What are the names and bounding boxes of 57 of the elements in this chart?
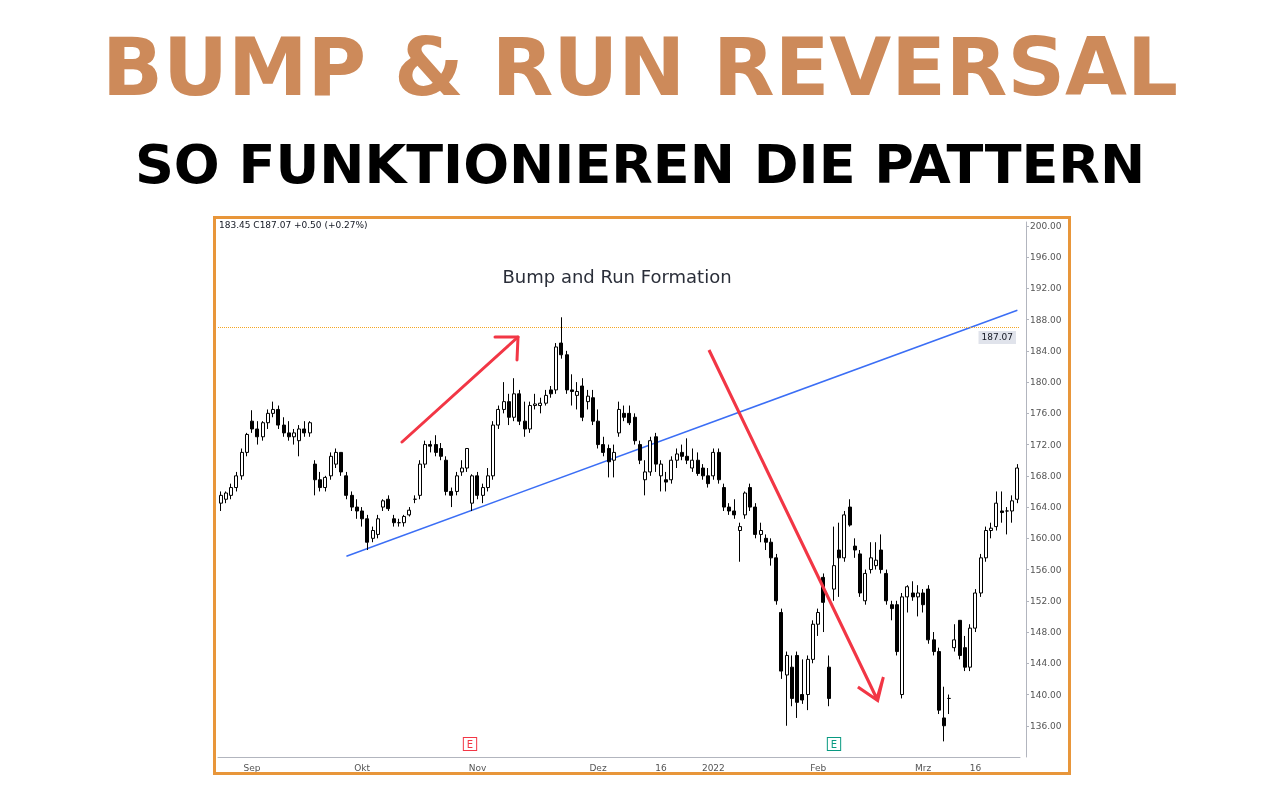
y-tick-label: 144.00 <box>1030 658 1062 669</box>
candlestick <box>1015 463 1019 504</box>
y-tick-label: 164.00 <box>1030 502 1062 513</box>
candlestick <box>848 498 852 528</box>
x-tick-label: Okt <box>354 762 371 773</box>
x-tick-label: 16 <box>655 762 667 773</box>
candlestick <box>832 526 836 602</box>
candlestick <box>942 686 946 742</box>
y-tick-label: 196.00 <box>1030 252 1062 263</box>
x-tick-label: 2022 <box>701 762 725 773</box>
x-tick-label: Dez <box>589 762 607 773</box>
candlestick <box>994 490 998 531</box>
y-tick-label: 168.00 <box>1030 470 1062 481</box>
candlestick <box>952 623 956 653</box>
candlestick <box>947 694 951 715</box>
annotation: Bump and Run Formation <box>502 265 732 287</box>
candlestick <box>402 514 406 528</box>
candlestick <box>407 506 411 517</box>
y-tick-label: 160.00 <box>1030 533 1062 544</box>
x-tick-label: 16 <box>969 762 982 773</box>
x-tick-label: Sep <box>243 762 261 773</box>
y-tick-label: 156.00 <box>1030 564 1062 575</box>
candlestick <box>633 412 637 446</box>
y-tick-label: 192.00 <box>1030 283 1062 294</box>
y-tick-label: 180.00 <box>1030 377 1062 388</box>
candlestick <box>853 537 857 559</box>
annotation: E <box>466 738 474 750</box>
y-tick-label: 152.00 <box>1030 595 1062 606</box>
ref-line-label: 187.07 <box>981 332 1013 343</box>
y-tick-label: 148.00 <box>1030 627 1062 638</box>
candlestick <box>308 420 312 438</box>
candlestick <box>759 522 763 543</box>
y-tick-label: 172.00 <box>1030 439 1062 450</box>
x-tick-label: Mrz <box>914 762 932 773</box>
candlestick <box>827 654 831 707</box>
chart-subtitle: SO FUNKTIONIEREN DIE PATTERN <box>134 132 1146 196</box>
candlestick <box>392 514 396 528</box>
candlestick <box>884 569 888 606</box>
candlestick <box>344 471 348 500</box>
x-tick-label: Nov <box>468 762 487 773</box>
candlestick <box>738 522 742 563</box>
chart-title: BUMP & RUN REVERSAL <box>102 20 1178 114</box>
candlestick <box>544 389 548 407</box>
candlestick <box>455 471 459 496</box>
candlestick <box>1000 490 1004 524</box>
candlestick <box>638 440 642 465</box>
annotation: E <box>830 738 838 750</box>
y-tick-label: 176.00 <box>1030 408 1062 419</box>
y-tick-label: 200.00 <box>1030 220 1062 231</box>
y-tick-label: 140.00 <box>1030 689 1062 700</box>
y-tick-label: 136.00 <box>1030 720 1062 731</box>
candlestick <box>779 608 783 680</box>
y-tick-label: 188.00 <box>1030 314 1062 325</box>
annotation: 183.45 C187.07 +0.50 (+0.27%) <box>219 220 368 230</box>
candlestick <box>717 448 721 485</box>
y-tick-label: 184.00 <box>1030 345 1062 356</box>
x-tick-label: Feb <box>810 762 827 773</box>
